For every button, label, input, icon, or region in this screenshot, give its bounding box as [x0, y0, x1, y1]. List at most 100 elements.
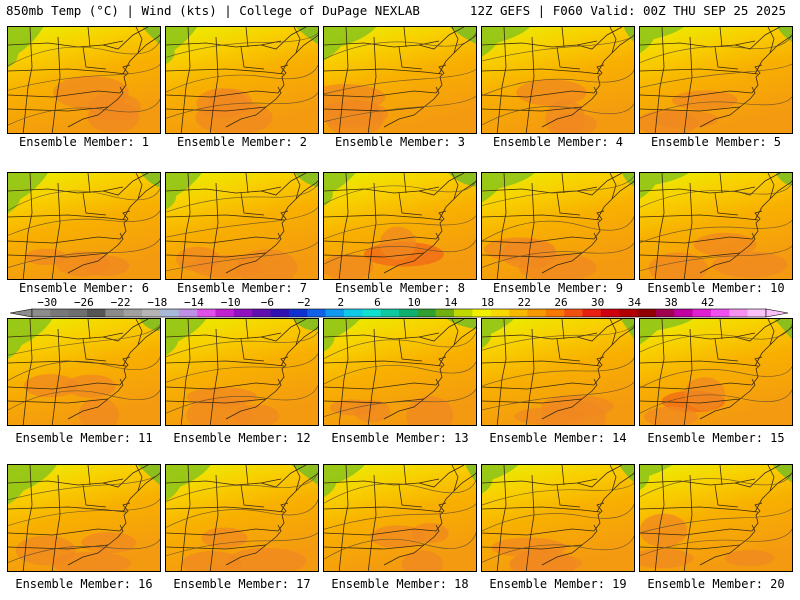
- ensemble-member-label: Ensemble Member: 7: [176, 281, 308, 295]
- ensemble-member-label: Ensemble Member: 15: [647, 431, 785, 445]
- colorbar-swatch: [68, 309, 88, 317]
- colorbar-swatch: [435, 309, 455, 317]
- ensemble-member-label: Ensemble Member: 20: [647, 577, 785, 591]
- colorbar-swatch: [160, 309, 180, 317]
- colorbar-tick-label: 22: [518, 296, 531, 309]
- ensemble-map-panel: [323, 464, 477, 572]
- colorbar-swatch: [399, 309, 418, 317]
- temperature-field-map: [482, 173, 634, 279]
- ensemble-member-label: Ensemble Member: 14: [489, 431, 627, 445]
- temperature-field-map: [640, 319, 792, 425]
- colorbar-swatch: [710, 309, 730, 317]
- ensemble-member-label: Ensemble Member: 11: [15, 431, 153, 445]
- colorbar-swatch: [619, 309, 638, 317]
- temperature-field-map: [166, 27, 318, 133]
- colorbar-swatch: [582, 309, 602, 317]
- ensemble-member-label: Ensemble Member: 1: [18, 135, 150, 149]
- ensemble-map-panel: [481, 26, 635, 134]
- temperature-field-map: [324, 27, 476, 133]
- ensemble-map-panel: [323, 318, 477, 426]
- ensemble-member-label: Ensemble Member: 9: [492, 281, 624, 295]
- colorbar-swatch: [123, 309, 143, 317]
- ensemble-member-label: Ensemble Member: 4: [492, 135, 624, 149]
- ensemble-member-label: Ensemble Member: 13: [331, 431, 469, 445]
- ensemble-member-label: Ensemble Member: 2: [176, 135, 308, 149]
- colorbar-tick-label: 42: [701, 296, 714, 309]
- colorbar-swatch: [674, 309, 693, 317]
- colorbar-tick-label: 38: [664, 296, 677, 309]
- colorbar-swatch: [472, 309, 492, 317]
- ensemble-member-label: Ensemble Member: 5: [650, 135, 782, 149]
- colorbar-tick-label: 34: [628, 296, 642, 309]
- ensemble-map-panel: [7, 26, 161, 134]
- colorbar-tick-label: −26: [74, 296, 94, 309]
- temperature-field-map: [8, 27, 160, 133]
- temperature-colorbar: −30 −26 −22 −18 −14 −10 −6 −2 2 6 10 14 18 22 26 30 34 38…: [9, 296, 789, 318]
- colorbar-swatch: [288, 309, 308, 317]
- colorbar-swatch: [637, 309, 657, 317]
- colorbar-swatch: [87, 309, 106, 317]
- colorbar-swatch: [50, 309, 69, 317]
- ensemble-map-panel: [165, 26, 319, 134]
- ensemble-member-label: Ensemble Member: 3: [334, 135, 466, 149]
- colorbar-swatch: [178, 309, 198, 317]
- colorbar-tick-label: 6: [374, 296, 381, 309]
- ensemble-map-panel: [7, 464, 161, 572]
- colorbar-swatch: [600, 309, 620, 317]
- colorbar-swatch: [343, 309, 363, 317]
- colorbar-tick-label: 18: [481, 296, 494, 309]
- temperature-field-map: [482, 319, 634, 425]
- ensemble-member-label: Ensemble Member: 16: [15, 577, 153, 591]
- colorbar-tick-label: 30: [591, 296, 604, 309]
- ensemble-member-label: Ensemble Member: 18: [331, 577, 469, 591]
- colorbar-tick-label: 14: [444, 296, 458, 309]
- temperature-field-map: [166, 465, 318, 571]
- colorbar-swatch: [564, 309, 583, 317]
- temperature-field-map: [324, 465, 476, 571]
- colorbar-swatch: [252, 309, 271, 317]
- colorbar-swatch: [729, 309, 748, 317]
- temperature-field-map: [8, 319, 160, 425]
- colorbar-swatch: [527, 309, 547, 317]
- colorbar-tick-label: −18: [147, 296, 167, 309]
- ensemble-member-label: Ensemble Member: 17: [173, 577, 311, 591]
- temperature-field-map: [324, 319, 476, 425]
- colorbar-swatch: [509, 309, 528, 317]
- colorbar-swatch: [655, 309, 675, 317]
- ensemble-map-panel: [481, 464, 635, 572]
- colorbar-max-arrow: [765, 308, 789, 318]
- colorbar-tick-label: 26: [554, 296, 567, 309]
- ensemble-member-label: Ensemble Member: 19: [489, 577, 627, 591]
- colorbar-tick-label: −6: [261, 296, 274, 309]
- colorbar-min-arrow: [9, 308, 33, 318]
- colorbar-swatch: [307, 309, 326, 317]
- ensemble-map-panel: [165, 318, 319, 426]
- ensemble-map-panel: [7, 172, 161, 280]
- colorbar-swatch: [142, 309, 161, 317]
- colorbar-swatch: [380, 309, 400, 317]
- colorbar-swatch: [233, 309, 253, 317]
- temperature-field-map: [166, 319, 318, 425]
- temperature-field-map: [166, 173, 318, 279]
- ensemble-member-label: Ensemble Member: 6: [18, 281, 150, 295]
- map-title: 850mb Temp (°C) | Wind (kts) | College o…: [6, 3, 420, 18]
- temperature-field-map: [640, 27, 792, 133]
- colorbar-tick-label: −10: [221, 296, 241, 309]
- ensemble-map-panel: [639, 318, 793, 426]
- colorbar-swatch: [454, 309, 473, 317]
- colorbar-tick-label: −14: [184, 296, 204, 309]
- temperature-field-map: [482, 27, 634, 133]
- colorbar-tick-label: −30: [37, 296, 57, 309]
- colorbar-swatch: [490, 309, 510, 317]
- colorbar-swatch: [32, 309, 51, 317]
- temperature-field-map: [640, 465, 792, 571]
- colorbar-swatch: [692, 309, 712, 317]
- ensemble-map-panel: [481, 318, 635, 426]
- ensemble-map-panel: [7, 318, 161, 426]
- colorbar-tick-label: 2: [337, 296, 344, 309]
- ensemble-member-label: Ensemble Member: 8: [334, 281, 466, 295]
- temperature-field-map: [8, 173, 160, 279]
- colorbar-swatch: [747, 309, 767, 317]
- ensemble-map-panel: [165, 172, 319, 280]
- ensemble-map-panel: [639, 464, 793, 572]
